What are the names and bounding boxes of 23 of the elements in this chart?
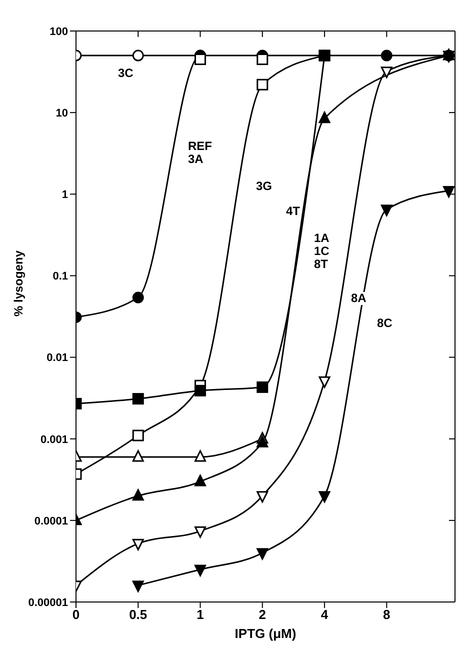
annotation: REF 3A: [187, 139, 213, 166]
x-tick-label: 0.5: [129, 607, 148, 622]
x-tick-label: 4: [320, 607, 329, 622]
x-tick-label: 2: [258, 607, 266, 622]
y-tick-label: 0.01: [46, 352, 68, 364]
x-tick-label: 8: [383, 607, 390, 622]
y-tick-label: 10: [56, 107, 68, 120]
y-axis-title: % lysogeny: [11, 250, 26, 316]
y-tick-label: 100: [50, 26, 68, 38]
annotation: 3G: [255, 179, 274, 193]
annotation: 8C: [376, 316, 394, 330]
x-axis-title: IPTG (μM): [234, 626, 296, 641]
y-tick-label: 0.00001: [28, 596, 68, 609]
y-tick-label: 0.0001: [34, 515, 68, 528]
y-tick-label: 0.1: [52, 270, 68, 283]
y-tick-label: 1: [62, 189, 68, 202]
annotation: 1A 1C 8T: [313, 231, 330, 271]
y-tick-label: 0.001: [40, 434, 68, 446]
annotation: 8A: [350, 291, 368, 305]
x-tick-label: 1: [196, 607, 204, 622]
annotation: 3C: [117, 66, 134, 80]
annotation: 4T: [285, 204, 302, 218]
x-tick-label: 0: [72, 607, 80, 622]
